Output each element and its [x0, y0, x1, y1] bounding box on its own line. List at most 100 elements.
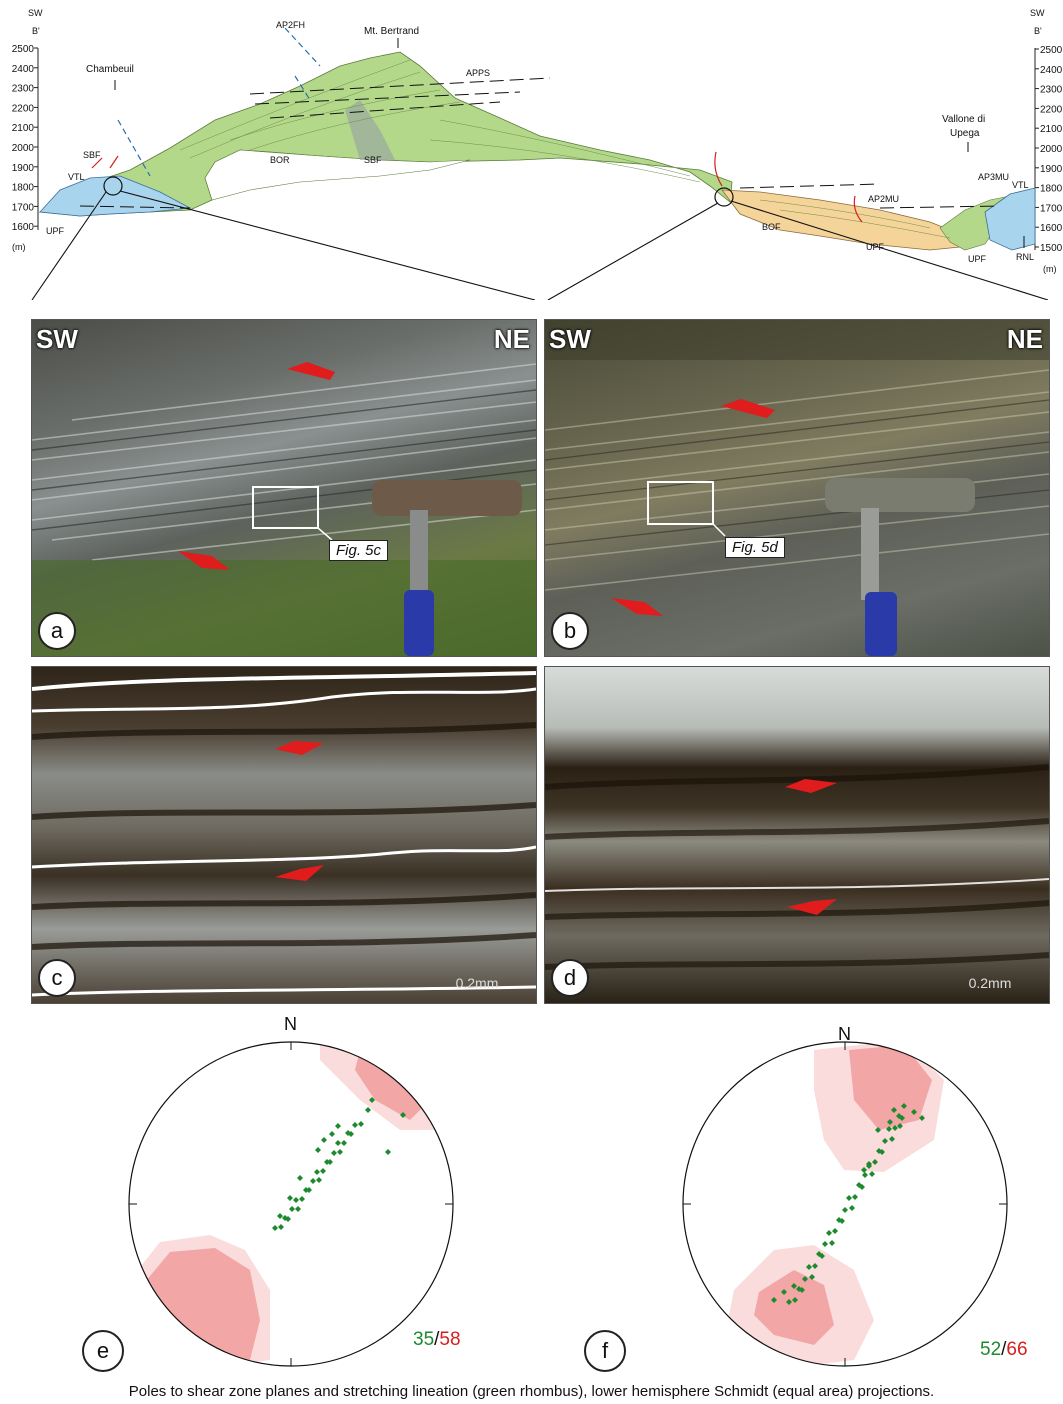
- elevation-axis-right: 2500 2400 2300 2200 2100 2000 1900 1800 1700 1600…: [1034, 45, 1063, 274]
- lineation-point: [345, 1130, 351, 1136]
- lineation-point: [862, 1172, 868, 1178]
- elevation-tick-label: 1600: [12, 222, 35, 233]
- hammer-grip: [404, 590, 434, 656]
- elevation-tick-label: 2000: [1040, 144, 1063, 155]
- lineation-point: [315, 1147, 321, 1153]
- blue-faults: [117, 27, 321, 177]
- figure-caption: Poles to shear zone planes and stretchin…: [128, 1383, 935, 1400]
- lineation-point: [320, 1168, 326, 1174]
- orientation-sw-b: SW: [549, 324, 591, 354]
- place-mt-bertrand: Mt. Bertrand: [364, 26, 419, 37]
- count-lineation-f: 52: [980, 1339, 1002, 1360]
- lineation-point: [365, 1107, 371, 1113]
- lineation-point: [802, 1276, 808, 1282]
- elevation-tick-label: 2200: [12, 103, 35, 114]
- pole-contour-dark-f1: [849, 1045, 932, 1130]
- label-ap2mu: AP2MU: [868, 194, 899, 204]
- label-upf-left: UPF: [46, 226, 65, 236]
- corner-right-sw: SW: [1030, 8, 1045, 18]
- hammer-grip-b: [865, 592, 897, 656]
- place-chambeuil: Chambeuil: [86, 64, 134, 75]
- elevation-tick-label: 2000: [12, 143, 35, 154]
- shear-arrow-top-d: [785, 779, 837, 793]
- white-cavity: [204, 149, 471, 201]
- elevation-tick-label: 1700: [1040, 203, 1063, 214]
- lineation-point: [846, 1195, 852, 1201]
- count-sep-f: /: [1001, 1339, 1007, 1360]
- lineation-point: [297, 1175, 303, 1181]
- lineation-point: [875, 1127, 881, 1133]
- lineation-point: [400, 1112, 406, 1118]
- label-bof: BOF: [762, 222, 781, 232]
- scale-bar-label-c: 0.2mm: [455, 975, 499, 991]
- lineation-point: [272, 1225, 278, 1231]
- counts-f: 52/66: [980, 1339, 1028, 1361]
- lineation-point: [849, 1205, 855, 1211]
- elevation-unit-left: (m): [12, 242, 26, 252]
- lineation-point: [316, 1177, 322, 1183]
- lineation-point: [341, 1140, 347, 1146]
- lineation-point: [816, 1251, 822, 1257]
- count-lineation-e: 35: [413, 1329, 435, 1350]
- lineation-point: [852, 1194, 858, 1200]
- lineation-point: [314, 1169, 320, 1175]
- outcrop-photo-a: SW NE Fig. 5c a: [31, 319, 537, 657]
- stereonet-e: [128, 1041, 454, 1367]
- lineation-point: [806, 1264, 812, 1270]
- zoom-circle-right: [714, 187, 734, 207]
- micrograph-texture-d: [545, 764, 1049, 970]
- lineation-point: [872, 1159, 878, 1165]
- lineation-point: [796, 1286, 802, 1292]
- shear-arrow-top-c: [275, 741, 324, 755]
- elevation-tick-label: 2200: [1040, 104, 1063, 115]
- label-ap3mu: AP3MU: [978, 172, 1009, 182]
- count-sep-e: /: [434, 1329, 440, 1350]
- count-poles-f: 66: [1006, 1339, 1028, 1360]
- lineation-point: [842, 1207, 848, 1213]
- lineation-point: [809, 1274, 815, 1280]
- lineation-point: [911, 1109, 917, 1115]
- scale-bar-label-d: 0.2mm: [968, 975, 1012, 991]
- label-ap2fh: AP2FH: [276, 20, 305, 30]
- lineation-point: [282, 1215, 288, 1221]
- shear-arrow-top-b: [721, 399, 775, 418]
- panel-badge-a: a: [38, 612, 76, 650]
- label-apps: APPS: [466, 68, 490, 78]
- elevation-tick-label: 2100: [12, 123, 35, 134]
- lineation-point: [792, 1297, 798, 1303]
- lineation-point: [289, 1206, 295, 1212]
- grey-fault-wedge: [345, 100, 395, 160]
- lineation-point: [866, 1163, 872, 1169]
- red-shear-traces: [91, 151, 863, 223]
- lineation-point: [369, 1097, 375, 1103]
- label-vtl-left: VTL: [68, 172, 85, 182]
- lineation-point: [836, 1217, 842, 1223]
- lineation-point: [303, 1187, 309, 1193]
- corner-left-sw: SW: [28, 8, 43, 18]
- elevation-tick-label: 2400: [1040, 65, 1063, 76]
- lineation-point: [385, 1149, 391, 1155]
- lineation-point: [329, 1131, 335, 1137]
- lineation-point: [832, 1228, 838, 1234]
- shear-arrow-bottom-a: [178, 551, 230, 570]
- label-rnl: RNL: [1016, 252, 1034, 262]
- lineation-point: [358, 1121, 364, 1127]
- panel-badge-d: d: [551, 959, 589, 997]
- lineation-point: [277, 1213, 283, 1219]
- lineation-point: [891, 1107, 897, 1113]
- elevation-tick-label: 1700: [12, 202, 35, 213]
- stereonet-f: [682, 1041, 1008, 1367]
- zoom-lines: [31, 190, 1049, 300]
- shear-arrow-top-a: [287, 362, 335, 380]
- elevation-tick-label: 2500: [1040, 45, 1063, 56]
- lineation-point: [861, 1167, 867, 1173]
- outcrop-texture-a: [32, 362, 536, 656]
- lineation-point: [919, 1115, 925, 1121]
- lineation-point: [299, 1196, 305, 1202]
- axial-plane-dashes: [79, 77, 1001, 209]
- lineation-points-f: [771, 1103, 925, 1305]
- elevation-axis-left: 2500 2400 2300 2200 2100 2000 1900 1800 1700 1600…: [12, 44, 39, 252]
- lineation-point: [781, 1289, 787, 1295]
- lineation-point: [886, 1126, 892, 1132]
- elevation-tick-label: 2300: [1040, 85, 1063, 96]
